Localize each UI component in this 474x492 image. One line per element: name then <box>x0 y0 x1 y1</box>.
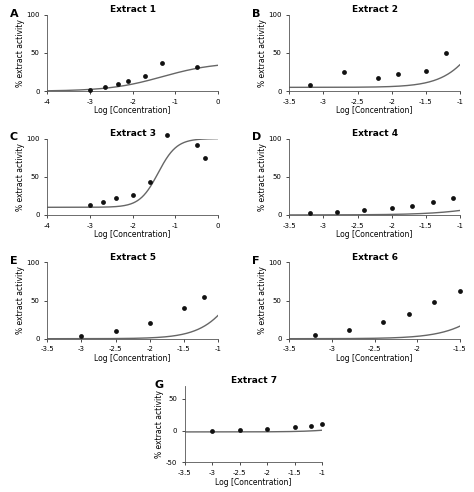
Point <box>142 72 149 80</box>
Point <box>422 67 429 75</box>
Text: D: D <box>252 132 261 142</box>
Y-axis label: % extract activity: % extract activity <box>16 143 25 211</box>
Point <box>306 81 314 89</box>
Y-axis label: % extract activity: % extract activity <box>16 267 25 335</box>
Title: Extract 2: Extract 2 <box>352 5 398 14</box>
Point <box>193 142 201 150</box>
Point <box>201 293 208 301</box>
Point <box>146 319 154 327</box>
Y-axis label: % extract activity: % extract activity <box>258 19 267 87</box>
Point <box>129 191 137 199</box>
Point <box>311 331 319 339</box>
Y-axis label: % extract activity: % extract activity <box>16 19 25 87</box>
Point <box>201 154 209 161</box>
Point <box>159 59 166 67</box>
Y-axis label: % extract activity: % extract activity <box>155 390 164 458</box>
Point <box>78 333 85 340</box>
Text: F: F <box>252 256 259 266</box>
Point <box>209 427 216 434</box>
X-axis label: Log [Concentration]: Log [Concentration] <box>94 230 171 239</box>
Title: Extract 3: Extract 3 <box>109 129 155 138</box>
Point <box>449 194 457 202</box>
Point <box>430 298 438 306</box>
Title: Extract 4: Extract 4 <box>352 129 398 138</box>
Point <box>379 318 387 326</box>
Title: Extract 7: Extract 7 <box>230 376 277 385</box>
Point <box>408 202 416 210</box>
Point <box>163 131 171 139</box>
Point <box>333 208 341 216</box>
Point <box>236 426 244 434</box>
Point <box>442 49 450 57</box>
Point <box>264 425 271 432</box>
Text: A: A <box>10 9 18 19</box>
Point <box>180 304 188 312</box>
X-axis label: Log [Concentration]: Log [Concentration] <box>215 478 292 487</box>
Title: Extract 5: Extract 5 <box>109 252 155 262</box>
Point <box>125 77 132 85</box>
Point <box>340 68 348 76</box>
Point <box>112 327 119 335</box>
Point <box>361 207 368 215</box>
Point <box>99 198 107 206</box>
Point <box>291 424 299 431</box>
Point <box>428 198 436 206</box>
Text: B: B <box>252 9 260 19</box>
Point <box>146 178 154 186</box>
Point <box>114 80 121 88</box>
X-axis label: Log [Concentration]: Log [Concentration] <box>337 106 413 115</box>
X-axis label: Log [Concentration]: Log [Concentration] <box>94 354 171 363</box>
Y-axis label: % extract activity: % extract activity <box>258 143 267 211</box>
Point <box>112 194 119 202</box>
Text: C: C <box>10 132 18 142</box>
Point <box>374 74 382 82</box>
Title: Extract 1: Extract 1 <box>109 5 155 14</box>
Point <box>456 287 464 295</box>
Point <box>86 201 94 209</box>
Text: E: E <box>10 256 18 266</box>
X-axis label: Log [Concentration]: Log [Concentration] <box>94 106 171 115</box>
Point <box>405 310 412 318</box>
X-axis label: Log [Concentration]: Log [Concentration] <box>337 230 413 239</box>
X-axis label: Log [Concentration]: Log [Concentration] <box>337 354 413 363</box>
Point <box>193 63 201 71</box>
Point <box>308 422 315 430</box>
Text: G: G <box>155 380 164 390</box>
Point <box>306 210 314 217</box>
Y-axis label: % extract activity: % extract activity <box>258 267 267 335</box>
Point <box>86 86 94 93</box>
Point <box>101 84 109 92</box>
Title: Extract 6: Extract 6 <box>352 252 398 262</box>
Point <box>319 420 326 428</box>
Point <box>345 326 353 334</box>
Point <box>388 204 395 212</box>
Point <box>395 70 402 78</box>
